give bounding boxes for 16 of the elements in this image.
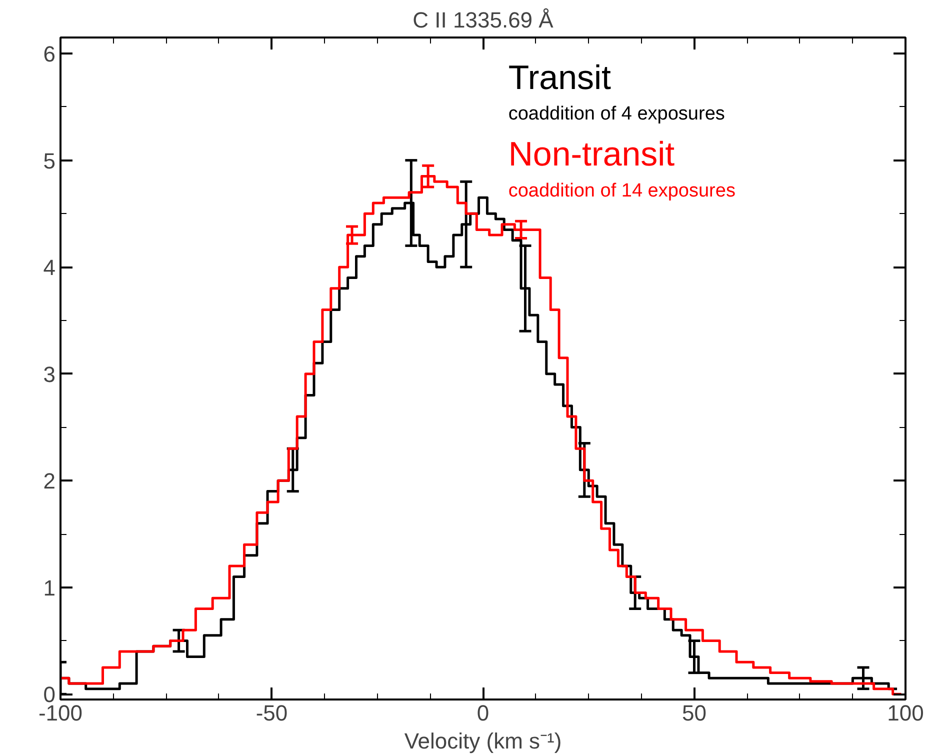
y-tick-label: 4 [43, 255, 56, 280]
annotation: coaddition of 14 exposures [508, 180, 736, 202]
annotation: coaddition of 4 exposures [508, 104, 725, 125]
series-label: Non-transit [508, 136, 676, 174]
x-tick-label: 50 [682, 700, 706, 726]
legend-label: Transit [508, 58, 612, 97]
chart-title: C II 1335.69 Å [412, 8, 554, 32]
y-tick-label: 5 [43, 148, 56, 174]
x-axis-title: Velocity (km s⁻¹) [404, 728, 562, 754]
x-tick-label: -50 [256, 700, 288, 726]
x-tick-label: 100 [887, 700, 924, 726]
y-tick-label: 6 [43, 42, 56, 67]
x-tick-label: 0 [476, 700, 490, 726]
y-tick-label: 2 [43, 468, 56, 494]
y-tick-label: 1 [43, 575, 56, 600]
y-tick-label: 3 [43, 362, 56, 387]
